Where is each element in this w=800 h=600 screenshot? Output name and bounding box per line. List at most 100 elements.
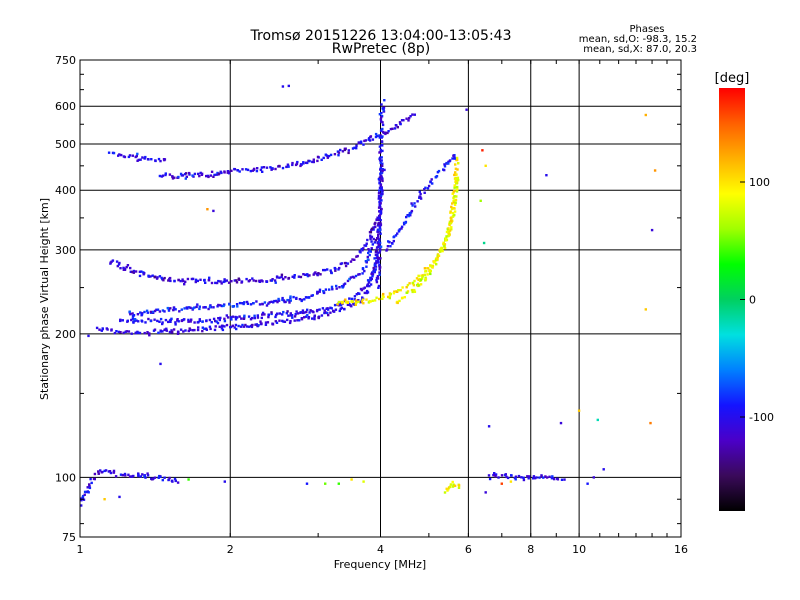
- data-point: [127, 330, 131, 333]
- data-point: [361, 267, 365, 271]
- data-point: [373, 269, 376, 273]
- data-point: [285, 165, 288, 169]
- data-point: [300, 299, 303, 303]
- data-point: [143, 331, 146, 335]
- data-point: [457, 178, 460, 182]
- data-point: [369, 237, 372, 241]
- data-point: [275, 275, 279, 278]
- data-point: [81, 496, 84, 499]
- data-point: [369, 300, 372, 303]
- data-point: [357, 300, 360, 303]
- data-point: [551, 475, 554, 478]
- data-point: [391, 242, 394, 245]
- data-point: [290, 314, 294, 317]
- data-point: [153, 328, 157, 331]
- data-point: [514, 478, 517, 481]
- data-point: [344, 264, 348, 268]
- data-point: [333, 266, 336, 270]
- data-point: [251, 323, 254, 327]
- data-point: [399, 289, 402, 292]
- data-point: [423, 188, 426, 191]
- data-point: [161, 309, 165, 312]
- data-point: [493, 473, 496, 477]
- data-point: [449, 222, 453, 225]
- data-point: [535, 476, 538, 479]
- data-point: [188, 173, 191, 176]
- data-point: [349, 276, 353, 279]
- data-point: [386, 131, 389, 135]
- data-point: [487, 474, 491, 477]
- data-point: [306, 273, 309, 276]
- data-point: [126, 264, 130, 267]
- data-point: [191, 307, 195, 310]
- data-point: [368, 253, 371, 257]
- data-point: [379, 210, 382, 213]
- data-point: [125, 265, 128, 269]
- data-point: [187, 318, 190, 322]
- data-point: [195, 305, 198, 309]
- data-point: [424, 186, 427, 189]
- data-point: [379, 134, 382, 137]
- data-point: [245, 277, 248, 281]
- data-point: [440, 248, 443, 252]
- data-point: [156, 319, 159, 323]
- data-point: [400, 119, 404, 122]
- data-point: [288, 321, 292, 325]
- data-point: [371, 299, 374, 302]
- data-point: [374, 262, 378, 265]
- data-point: [223, 480, 226, 483]
- data-point: [509, 480, 513, 483]
- data-point: [350, 305, 353, 308]
- data-point: [136, 313, 140, 316]
- data-point: [225, 323, 229, 327]
- data-point: [219, 280, 222, 283]
- data-point: [271, 278, 274, 281]
- data-point: [429, 264, 432, 267]
- data-point: [306, 308, 309, 311]
- data-point: [532, 475, 536, 478]
- data-point: [429, 269, 432, 273]
- data-point: [79, 497, 83, 500]
- data-point: [122, 331, 125, 334]
- data-point: [165, 329, 168, 332]
- x-tick-label: 2: [227, 543, 234, 556]
- data-point: [148, 332, 151, 335]
- data-point: [447, 230, 450, 233]
- data-point: [299, 164, 302, 168]
- data-point: [454, 180, 458, 183]
- data-point: [206, 208, 209, 211]
- data-point: [339, 304, 343, 307]
- data-point: [108, 470, 112, 473]
- data-point: [375, 260, 378, 263]
- data-point: [201, 320, 204, 323]
- data-point: [336, 303, 339, 306]
- data-point: [261, 313, 264, 316]
- data-point: [133, 318, 137, 321]
- data-point: [223, 325, 226, 328]
- data-point: [510, 474, 513, 477]
- data-point: [650, 228, 654, 232]
- data-point: [98, 328, 101, 331]
- data-point: [380, 171, 384, 174]
- data-point: [396, 301, 399, 305]
- y-tick-label: 400: [55, 184, 76, 197]
- data-point: [370, 272, 373, 276]
- data-point: [126, 319, 129, 322]
- data-point: [371, 271, 374, 274]
- data-point: [320, 314, 324, 317]
- data-point: [355, 293, 358, 296]
- data-point: [379, 196, 382, 199]
- data-point: [218, 318, 221, 322]
- data-point: [166, 306, 169, 310]
- data-point: [451, 480, 454, 484]
- data-point: [363, 244, 366, 247]
- y-tick-label: 750: [55, 54, 76, 67]
- data-point: [274, 315, 277, 319]
- data-point: [397, 289, 400, 292]
- data-point: [164, 172, 167, 175]
- data-point: [152, 477, 155, 480]
- data-point: [287, 276, 291, 280]
- data-point: [237, 277, 240, 280]
- y-axis-label: Stationary phase Virtual Height [km]: [38, 198, 51, 400]
- data-point: [400, 297, 404, 300]
